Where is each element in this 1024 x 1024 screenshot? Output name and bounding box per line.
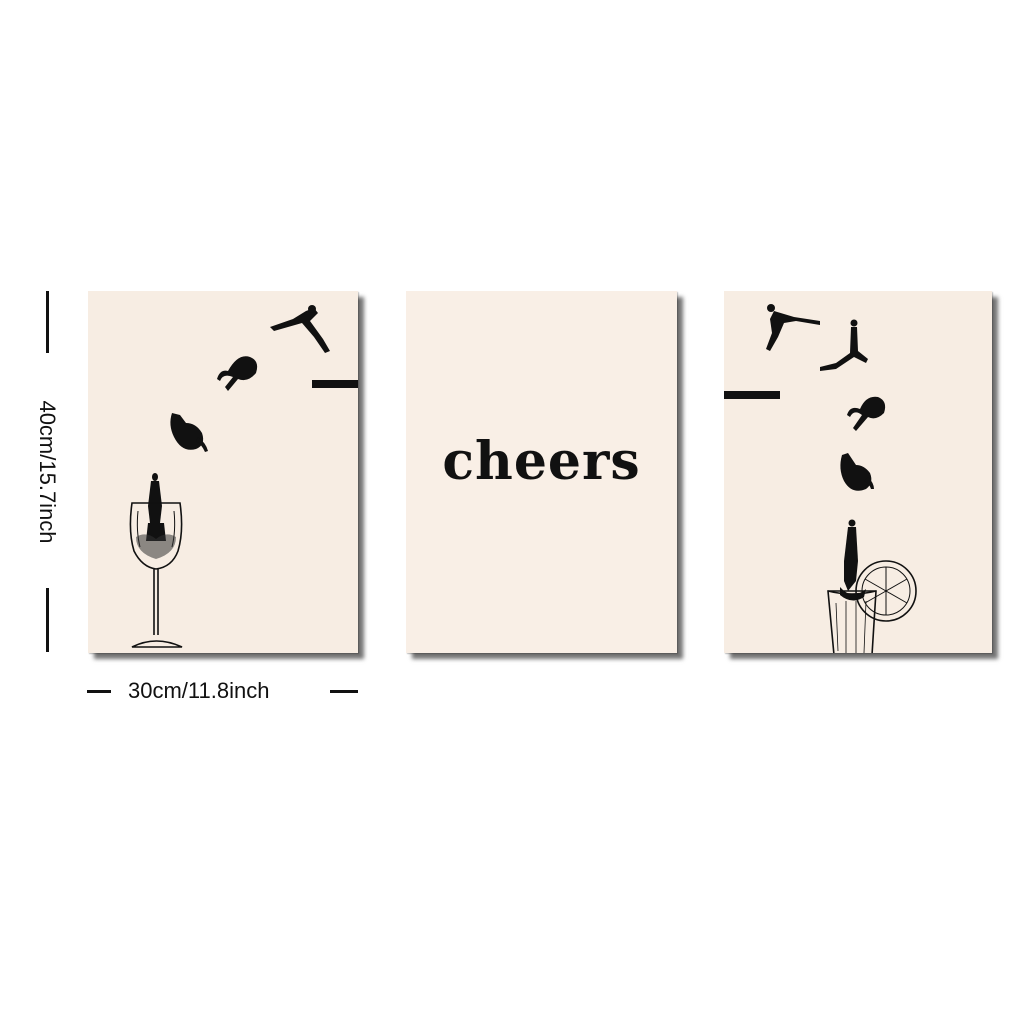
print-cocktail-divers <box>724 291 992 653</box>
diving-board <box>312 380 358 388</box>
print-wine-glass-divers <box>88 291 358 653</box>
diver-silhouette <box>766 304 820 351</box>
width-dimension-right-line <box>330 690 358 693</box>
width-dimension-left-line <box>87 690 111 693</box>
diver-silhouette <box>847 396 886 431</box>
diver-silhouette <box>840 519 866 601</box>
cocktail-diver-illustration <box>724 304 917 653</box>
wine-liquid <box>136 534 176 559</box>
diver-silhouette <box>840 453 874 491</box>
cheers-word: cheers <box>442 431 641 492</box>
width-dimension-label: 30cm/11.8inch <box>128 678 270 703</box>
diver-silhouette <box>217 356 258 391</box>
print-cheers-text: cheers <box>406 291 677 653</box>
diver-silhouette <box>820 319 868 371</box>
diver-silhouette <box>170 413 208 452</box>
diver-silhouette <box>146 473 166 541</box>
height-dimension-label: 40cm/15.7inch <box>35 400 60 544</box>
cocktail-glass <box>827 590 877 653</box>
wine-glass <box>129 502 183 648</box>
wine-glass-diver-illustration <box>129 305 358 648</box>
diving-board <box>724 391 780 399</box>
diver-silhouette <box>270 305 330 353</box>
height-dimension-bottom-line <box>46 588 49 652</box>
height-dimension-top-line <box>46 291 49 353</box>
